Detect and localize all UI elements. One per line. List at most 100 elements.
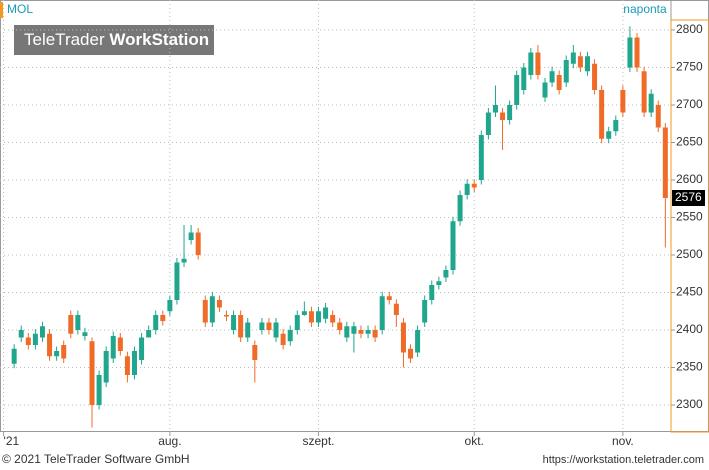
candle-body — [103, 351, 109, 383]
candle-body — [577, 56, 583, 68]
candle-body — [89, 341, 95, 405]
candle-body — [238, 315, 244, 338]
candle-body — [662, 127, 668, 198]
candle-body — [25, 337, 31, 345]
candle-body — [648, 93, 654, 113]
candle-body — [124, 356, 130, 375]
candle-body — [379, 296, 385, 330]
candle-body — [301, 311, 307, 315]
y-tick-label: 2750 — [676, 60, 703, 74]
candle-body — [358, 330, 364, 334]
candle-body — [54, 351, 60, 357]
candle-body — [39, 326, 45, 338]
candle-body — [231, 315, 237, 330]
candle-body — [365, 330, 371, 334]
candle-body — [386, 296, 392, 300]
candle-body — [252, 345, 258, 360]
candle-body — [223, 315, 229, 317]
x-tick-label: aug. — [158, 434, 181, 448]
axis-highlight — [670, 19, 709, 433]
candle-body — [492, 105, 498, 113]
x-tick-label: okt. — [465, 434, 484, 448]
candle-body — [266, 322, 272, 330]
candle-body — [393, 303, 399, 315]
candle-body — [415, 330, 421, 353]
candle-body — [287, 330, 293, 342]
candle-body — [542, 82, 548, 98]
chart-title: MOL — [7, 2, 33, 16]
candle-body — [153, 315, 159, 330]
candle-body — [436, 281, 442, 285]
candle-body — [47, 333, 53, 357]
y-tick-label: 2550 — [676, 210, 703, 224]
footer-right: https://workstation.teletrader.com — [543, 454, 704, 466]
title-marker — [0, 2, 3, 18]
last-price-label: 2576 — [675, 190, 702, 204]
candle-body — [344, 326, 350, 338]
candle-body — [96, 375, 102, 405]
candle-body — [316, 311, 322, 323]
y-tick-label: 2600 — [676, 172, 703, 186]
candle-body — [195, 232, 201, 255]
candle-body — [422, 300, 428, 323]
candle-body — [592, 63, 598, 90]
candle-body — [11, 348, 17, 364]
candle-body — [146, 330, 152, 338]
candle-body — [655, 105, 661, 128]
candle-body — [75, 315, 81, 330]
candle-body — [620, 90, 626, 113]
y-tick-label: 2700 — [676, 97, 703, 111]
candle-body — [450, 221, 456, 270]
candle-body — [606, 131, 612, 139]
candle-body — [32, 333, 38, 345]
y-tick-label: 2800 — [676, 22, 703, 36]
candle-body — [308, 311, 314, 323]
candle-body — [82, 332, 88, 336]
candle-body — [613, 120, 619, 132]
candle-body — [563, 60, 569, 83]
candle-body — [245, 322, 251, 338]
candle-body — [216, 300, 222, 308]
y-tick-label: 2400 — [676, 322, 703, 336]
candle-body — [400, 322, 406, 353]
candle-body — [181, 258, 187, 263]
candle-body — [429, 285, 435, 300]
candle-body — [330, 315, 336, 323]
candle-body — [641, 71, 647, 113]
candle-body — [500, 112, 506, 120]
candle-body — [634, 37, 640, 68]
interval-label: naponta — [623, 2, 667, 16]
candle-body — [471, 183, 477, 188]
candle-body — [478, 135, 484, 180]
candle-body — [528, 52, 534, 75]
y-tick-label: 2450 — [676, 285, 703, 299]
footer-left: © 2021 TeleTrader Software GmbH — [2, 452, 190, 466]
candle-body — [61, 345, 67, 359]
watermark-part: WorkStation — [109, 30, 209, 49]
x-tick-label: '21 — [4, 434, 20, 448]
candle-body — [521, 67, 527, 90]
candle-body — [443, 270, 449, 278]
candle-body — [110, 336, 116, 359]
candle-body — [259, 322, 265, 330]
watermark: TeleTrader WorkStation — [24, 30, 209, 49]
x-tick-label: szept. — [303, 434, 335, 448]
candle-body — [351, 326, 357, 334]
candle-body — [188, 232, 194, 240]
candle-body — [68, 315, 74, 334]
candle-body — [273, 322, 279, 338]
candle-body — [323, 307, 329, 319]
candle-body — [457, 195, 463, 222]
y-tick-label: 2650 — [676, 135, 703, 149]
candle-body — [514, 75, 520, 105]
y-tick-label: 2500 — [676, 247, 703, 261]
candle-body — [209, 296, 215, 323]
last-price-box — [672, 190, 705, 206]
candle-body — [202, 300, 208, 323]
candle-body — [280, 333, 286, 345]
candle-body — [174, 262, 180, 300]
candle-body — [507, 105, 513, 120]
candle-body — [408, 348, 414, 359]
